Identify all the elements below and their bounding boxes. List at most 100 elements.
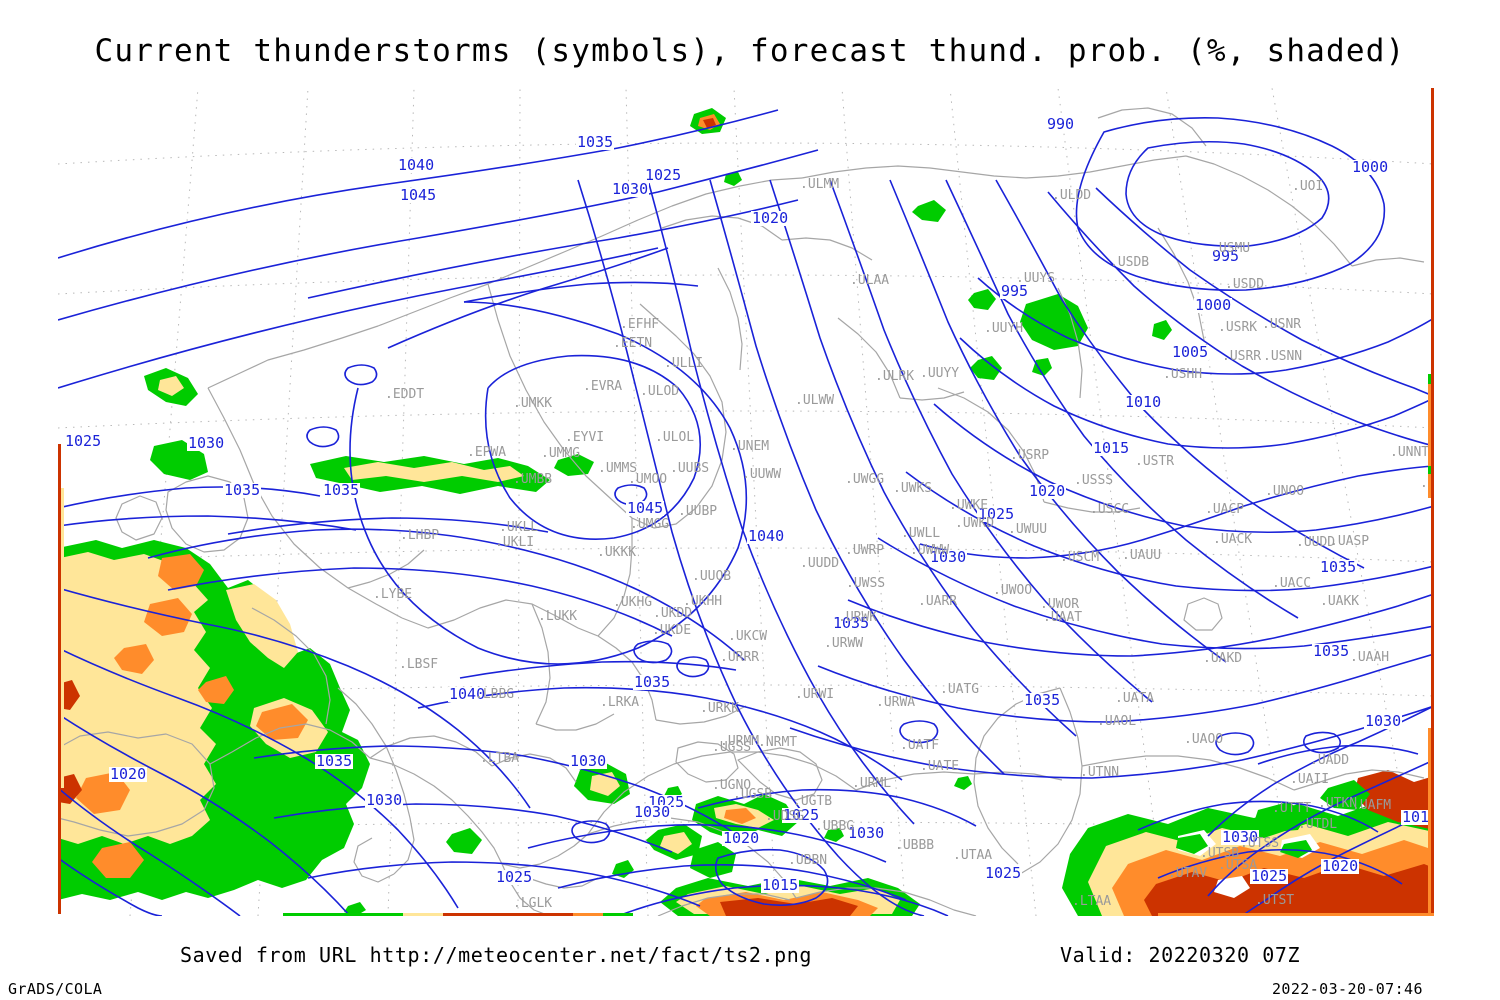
shade-green-balkan1 [258,850,294,876]
station-id-label: .UAFM [1352,798,1391,813]
isobar-label: 1000 [1351,158,1389,176]
station-id-label: .UDSG [765,809,804,824]
shade-orange-west2 [144,598,192,636]
isobar-value: 1025 [783,806,819,824]
isobar-value: 1035 [224,481,260,499]
isobar-label: 1010 [1124,393,1162,411]
station-id-label: .URKK [700,701,739,716]
station-id-label: .EYVI [565,430,604,445]
isobar-value: 1025 [645,166,681,184]
isobar-value: 1020 [110,765,146,783]
station-id-label: .LTAA [1072,894,1111,909]
station-id-label: .LBSF [399,657,438,672]
shade-green-volga5 [1032,358,1052,376]
isobar-label: 1025 [782,806,820,824]
isobar-label: 1025 [64,432,102,450]
station-id-label: .UUYS [1016,271,1055,286]
station-id-label: .EVRA [583,379,622,394]
render-timestamp: 2022-03-20-07:46 [1272,980,1423,998]
isobar-value: 1025 [1251,867,1287,885]
station-id-label: .UKDD [653,606,692,621]
isobar-label: 1005 [1171,343,1209,361]
isobar-label: 1035 [322,481,360,499]
station-id-label: .USRP [1010,448,1049,463]
station-id-label: .UUBP [678,504,717,519]
shade-green-kola2 [724,172,742,186]
isobar-label: 1030 [187,434,225,452]
isobar-label: 1030 [1364,712,1402,730]
isobar-value: 1030 [1365,712,1401,730]
isobar-label: 995 [1000,282,1029,300]
isobar-value: 1000 [1195,296,1231,314]
isobar-label: 1030 [365,791,403,809]
station-id-label: .ULRK [875,369,914,384]
station-id-label: .UTTT [1272,801,1311,816]
station-id-label: .ULWW [795,393,834,408]
station-id-label: .NRMT [758,735,797,750]
isobar-value: 1000 [1352,158,1388,176]
station-id-label: .UATE [920,759,959,774]
shade-green-volga6 [1152,320,1172,340]
weather-map-panel[interactable]: 1040 1045 1035 1025 1030 1020 990 995 995 1000 100… [58,88,1434,916]
isobar-value: 1045 [400,186,436,204]
isobar-label: 1025 [984,864,1022,882]
shade-red-kola [703,118,716,128]
station-id-label: .UNOO [1265,484,1304,499]
station-id-label: .LUKK [538,609,577,624]
station-id-label: .UWGG [845,472,884,487]
isobar-value: 1020 [1029,482,1065,500]
shade-green-volga1 [912,200,946,222]
station-id-label: .UWKD [955,516,994,531]
station-id-label: .URWK [838,610,877,625]
station-id-label: .UWSS [846,576,885,591]
station-id-label: .UTKN [1318,796,1357,811]
isobar-value: 1015 [1402,808,1434,826]
isobar-label: 990 [1046,115,1075,133]
data-edge-strips [58,88,1434,916]
shade-green-se3 [1280,840,1312,858]
shade-yellow-north3 [344,462,524,482]
valid-time-text: Valid: 20220320 07Z [1060,943,1301,967]
isobar-label: 1035 [633,673,671,691]
isobar-label: 995 [1211,247,1240,265]
isobar-label: 1025 [495,868,533,886]
station-id-label: .USCC [1090,502,1129,517]
isobar-label: 1035 [1312,642,1350,660]
isobar-label: 1030 [569,752,607,770]
isobar-label: 1045 [399,186,437,204]
station-id-label: .UTNN [1080,765,1119,780]
station-id-label: .EFHF [620,317,659,332]
station-id-label: .USSS [1074,473,1113,488]
isobar-label: 1020 [1028,482,1066,500]
station-id-label: .UTAA [953,848,992,863]
isobar-label: 1035 [1023,691,1061,709]
isobar-label: 1030 [633,803,671,821]
isobar-label-group: 1040104510351025103010209909959951000100… [64,115,1434,894]
page-title: Current thunderstorms (symbols), forecas… [94,33,1406,69]
station-id-label: .UBBB [895,838,934,853]
station-id-label: .ULAA [850,273,889,288]
shade-orange-cauc1 [724,808,756,824]
isobar-label: 1030 [1221,828,1259,846]
station-label-group: .ULMM .ULDD .UOI .USMU .USDB .UUYS .USDD .USRK.… [373,177,1434,911]
isobar-value: 1015 [1093,439,1129,457]
isobar-label: 1020 [109,765,147,783]
station-id-label: .UAAH [1350,650,1389,665]
isobar-label: 1035 [576,133,614,151]
isobar-value: 990 [1047,115,1074,133]
station-id-label: .ULOL [655,430,694,445]
station-id-label: .USMU [1211,241,1250,256]
shade-red-se [1144,864,1434,916]
isobar-value: 1010 [1125,393,1161,411]
station-id-label: .UTDL [1298,817,1337,832]
station-id-label: .UUYH [984,321,1023,336]
station-id-label: .EDDT [385,387,424,402]
station-id-label: .UWLL [901,526,940,541]
station-id-label: .UAKK [1320,594,1359,609]
station-id-label: .UADD [1310,753,1349,768]
station-id-label: .UUDD [800,556,839,571]
isobar-value: 1035 [1313,642,1349,660]
station-id-label: .USNN [1263,349,1302,364]
station-id-label: .UKDE [652,623,691,638]
station-id-label: .UATG [940,682,979,697]
